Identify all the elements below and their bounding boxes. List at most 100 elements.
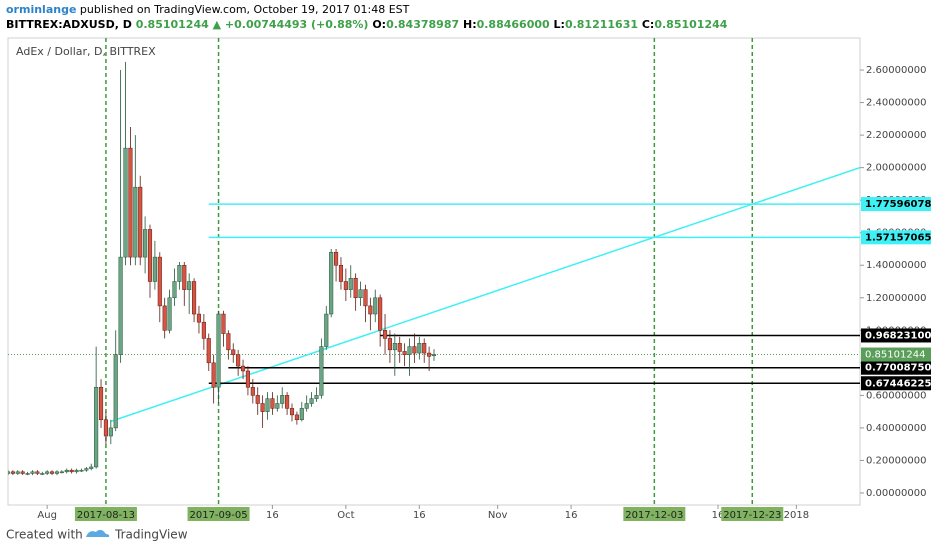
candle-body: [402, 351, 407, 355]
candle-body: [231, 349, 236, 355]
candle-body: [299, 408, 304, 421]
hline-label: 1.57157065: [865, 232, 931, 243]
candle-body: [94, 386, 99, 468]
vline-label: 2017-08-13: [77, 510, 135, 521]
candle-body: [236, 354, 241, 367]
candle-body: [40, 473, 45, 475]
candle-body: [329, 251, 334, 315]
candle-body: [20, 471, 25, 474]
candle-body: [412, 346, 417, 354]
candle-body: [59, 471, 64, 474]
candle-body: [167, 297, 172, 331]
candle-body: [392, 343, 397, 351]
x-tick-label: 16: [266, 510, 279, 521]
candle-body: [270, 398, 275, 409]
candle-body: [250, 386, 255, 396]
candle-body: [103, 419, 108, 437]
candle-body: [138, 186, 143, 258]
candle-body: [15, 471, 20, 474]
candle-body: [363, 289, 368, 307]
candle-body: [206, 338, 211, 364]
candle-body: [128, 147, 133, 258]
candle-body: [407, 346, 412, 355]
candle-body: [25, 473, 30, 475]
candle-body: [123, 147, 128, 258]
candle-body: [192, 281, 197, 315]
candle-body: [427, 352, 432, 357]
hline-label-box: [861, 376, 931, 391]
price: 0.85101244: [136, 18, 209, 31]
candle-body: [338, 264, 344, 282]
hline-label: 0.77008750: [865, 363, 931, 374]
chart-title: AdEx / Dollar, D, BITTREX: [16, 45, 156, 58]
hline-label: 1.77596078: [865, 199, 931, 210]
y-tick-label: 1.20000000: [866, 293, 926, 304]
hline-label-box: [861, 230, 931, 245]
candle-body: [353, 278, 358, 299]
ohlc-label: C:: [642, 18, 654, 31]
candle-body: [177, 264, 182, 282]
vline-label-box: [74, 507, 137, 521]
vline-label-box: [187, 507, 250, 521]
x-tick-label: Oct: [337, 510, 354, 521]
y-tick-label: 2.60000000: [866, 65, 926, 76]
x-tick-label: 2018: [784, 510, 809, 521]
candle-body: [84, 468, 89, 471]
logo: [86, 529, 110, 537]
ohlc-label: L:: [554, 18, 565, 31]
candle-body: [108, 427, 113, 437]
footer-created: Created with: [6, 528, 83, 542]
footer-brand[interactable]: TradingView: [114, 528, 188, 542]
x-tick-label: Nov: [488, 510, 508, 521]
hline-label-box: [861, 360, 931, 375]
candle-body: [319, 346, 324, 396]
candle-body: [64, 469, 69, 473]
vline-label: 2017-09-05: [189, 510, 247, 521]
ohlc-value: 0.85101244: [654, 18, 727, 31]
y-tick-label: 0.60000000: [866, 390, 926, 401]
candle-body: [368, 305, 373, 315]
candle-body: [157, 256, 162, 307]
candle-body: [172, 281, 177, 299]
candle-body: [324, 313, 329, 347]
symbol: BITTREX:ADXUSD, D: [6, 18, 132, 31]
price-label-box: [861, 347, 931, 362]
candle-body: [309, 398, 314, 404]
candle-body: [245, 370, 250, 388]
candle-body: [35, 471, 40, 474]
ohlc-label: O:: [372, 18, 386, 31]
y-tick-label: 2.40000000: [866, 98, 926, 109]
candle-body: [417, 343, 422, 354]
ohlc-value: 0.81211631: [565, 18, 638, 31]
candle-body: [216, 313, 221, 388]
change: ▲ +0.00744493 (+0.88%): [213, 18, 369, 31]
plot-frame: [7, 37, 861, 506]
hline-label-box: [861, 197, 931, 212]
price-label: 0.85101244: [865, 350, 925, 361]
candle-body: [275, 403, 280, 409]
candle-body: [358, 289, 363, 299]
candle-body: [45, 471, 50, 474]
x-tick-label: 16: [712, 510, 725, 521]
candle-body: [143, 229, 148, 258]
candle-body: [69, 469, 74, 473]
candle-body: [133, 186, 138, 258]
x-tick-label: 16: [565, 510, 578, 521]
y-tick-label: 2.00000000: [866, 163, 926, 174]
candle-body: [196, 313, 202, 323]
candle-body: [54, 471, 60, 474]
ohlc-value: 0.84378987: [386, 18, 459, 31]
hline-label: 0.96823100: [865, 330, 931, 341]
candle-body: [240, 365, 246, 372]
header-line1: orminlange published on TradingView.com,…: [6, 3, 410, 16]
candle-body: [397, 343, 402, 352]
header-line2: BITTREX:ADXUSD, D 0.85101244 ▲ +0.007444…: [6, 18, 728, 31]
candle-body: [118, 256, 123, 355]
candle-body: [334, 251, 339, 266]
y-tick-label: 0.40000000: [866, 423, 926, 434]
candle-body: [255, 395, 260, 404]
y-tick-label: 0.20000000: [866, 455, 926, 466]
author[interactable]: orminlange: [6, 3, 76, 16]
candle-body: [113, 354, 118, 429]
